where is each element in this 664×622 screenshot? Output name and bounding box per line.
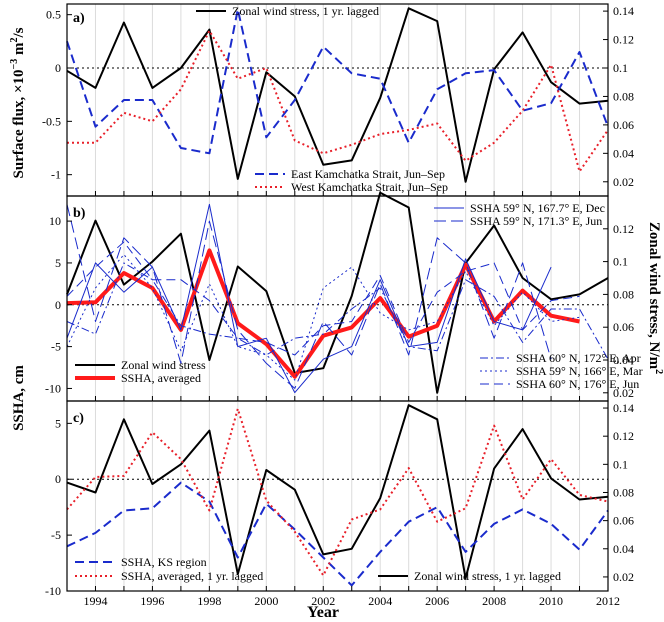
panel-label: c)	[73, 411, 84, 426]
y2-tick-label: 0.08	[613, 485, 634, 499]
series-line	[66, 481, 609, 587]
series-line	[67, 29, 609, 173]
series-line	[66, 404, 609, 580]
y2-tick-label: 0.06	[613, 514, 634, 528]
series-line	[66, 7, 609, 183]
y-tick-label: -0.5	[42, 114, 61, 128]
x-tick-label: 2000	[254, 594, 278, 608]
y-tick-label: -10	[45, 584, 61, 598]
left-label-unit-exp: 2	[9, 38, 20, 43]
left-label-exp: −3	[9, 59, 20, 70]
y2-tick-label: 0.02	[613, 386, 634, 400]
right-label-exp: 2	[653, 369, 664, 374]
legend-label: Zonal wind stress, 1 yr. lagged	[232, 4, 379, 18]
legend-label: West Kamchatka Strait, Jun–Sep	[291, 180, 448, 194]
left-label-text: Surface flux, ×10	[11, 70, 27, 179]
y2-tick-label: 0.1	[613, 61, 628, 75]
x-tick-label: 1996	[140, 594, 164, 608]
panel-label: a)	[73, 11, 85, 26]
y-tick-label: -10	[45, 381, 61, 395]
y-tick-label: 0	[55, 61, 61, 75]
y2-tick-label: 0.08	[613, 287, 634, 301]
y-tick-label: 0	[55, 298, 61, 312]
y-tick-label: 5	[55, 416, 61, 430]
y2-tick-label: 0.12	[613, 429, 634, 443]
panel-frame	[66, 400, 609, 592]
series-line	[66, 8, 609, 155]
series-line	[66, 203, 552, 394]
x-tick-label: 2012	[596, 594, 620, 608]
legend-label: SSHA 59° N, 171.3° E, Jun	[470, 214, 602, 228]
x-tick-label: 2008	[482, 594, 506, 608]
left-label-unit: m	[11, 42, 27, 59]
legend-label: SSHA 60° N, 176° E, Jun	[516, 377, 639, 391]
y2-tick-label: 0.14	[613, 4, 634, 18]
y2-tick-label: 0.12	[613, 33, 634, 47]
x-tick-label: 2004	[368, 594, 392, 608]
legend-label: Zonal wind stress	[121, 358, 206, 372]
y2-tick-label: 0.04	[613, 146, 634, 160]
left-axis-label-mid: SSHA, cm	[11, 365, 27, 431]
y-tick-label: 5	[55, 256, 61, 270]
legend-label: SSHA, KS region	[121, 555, 207, 569]
series-line	[66, 262, 609, 360]
series-line	[66, 204, 552, 389]
legend-label: SSHA 59° N, 166° E, Mar	[516, 364, 643, 378]
left-label-tail: /s	[11, 27, 27, 38]
x-axis-label: Year	[307, 604, 339, 621]
legend-label: SSHA, averaged	[121, 371, 201, 385]
x-tick-label: 2010	[539, 594, 563, 608]
right-axis-label: Zonal wind stress, N/m2	[646, 222, 664, 374]
y2-tick-label: 0.04	[613, 353, 634, 367]
y2-tick-label: 0.1	[613, 255, 628, 269]
x-tick-label: 1998	[197, 594, 221, 608]
series-line	[66, 241, 580, 356]
y2-tick-label: 0.02	[613, 570, 634, 584]
y2-tick-label: 0.06	[613, 118, 634, 132]
x-tick-label: 2002	[311, 594, 335, 608]
panel-c: 5 0 -5 -10 0.02 0.04 0.06 0.08 0.1 0.12 0.14 1994 19…	[45, 400, 634, 608]
y-tick-label: -1	[51, 168, 61, 182]
y-tick-label: 0.5	[46, 8, 61, 22]
right-label-text: Zonal wind stress, N/m	[646, 222, 662, 370]
x-tick-label: 1994	[83, 594, 107, 608]
y2-tick-label: 0.04	[613, 542, 634, 556]
x-tick-label: 2006	[425, 594, 449, 608]
y-tick-label: -5	[51, 528, 61, 542]
y2-tick-label: 0.08	[613, 89, 634, 103]
y2-tick-label: 0.1	[613, 457, 628, 471]
y2-tick-label: 0.02	[613, 175, 634, 189]
y-tick-label: 10	[49, 214, 61, 228]
legend-label: SSHA 60° N, 172° E, Apr	[516, 351, 641, 365]
panel-a: 0.5 0 -0.5 -1 0.02 0.04 0.06 0.08 0.1 0.12 0.14 a) Z…	[42, 3, 634, 197]
legend-label: SSHA 59° N, 167.7° E, Dec	[470, 201, 605, 215]
y-tick-label: 0	[55, 472, 61, 486]
y2-tick-label: 0.06	[613, 320, 634, 334]
legend-label: Zonal wind stress, 1 yr. lagged	[414, 569, 561, 583]
left-axis-label-top: Surface flux, ×10−3 m2/s	[9, 27, 27, 178]
series-line	[66, 407, 609, 577]
y2-tick-label: 0.14	[613, 401, 634, 415]
legend-label: East Kamchatka Strait, Jun–Sep	[291, 167, 445, 181]
y-tick-label: -5	[51, 340, 61, 354]
panel-b: 10 5 0 -5 -10 0.02 0.04 0.06 0.08 0.1 0.12 b) SSHA 5…	[45, 191, 643, 402]
panel-label: b)	[73, 206, 86, 221]
y2-tick-label: 0.12	[613, 222, 634, 236]
legend-label: SSHA, averaged, 1 yr. lagged	[121, 569, 263, 583]
